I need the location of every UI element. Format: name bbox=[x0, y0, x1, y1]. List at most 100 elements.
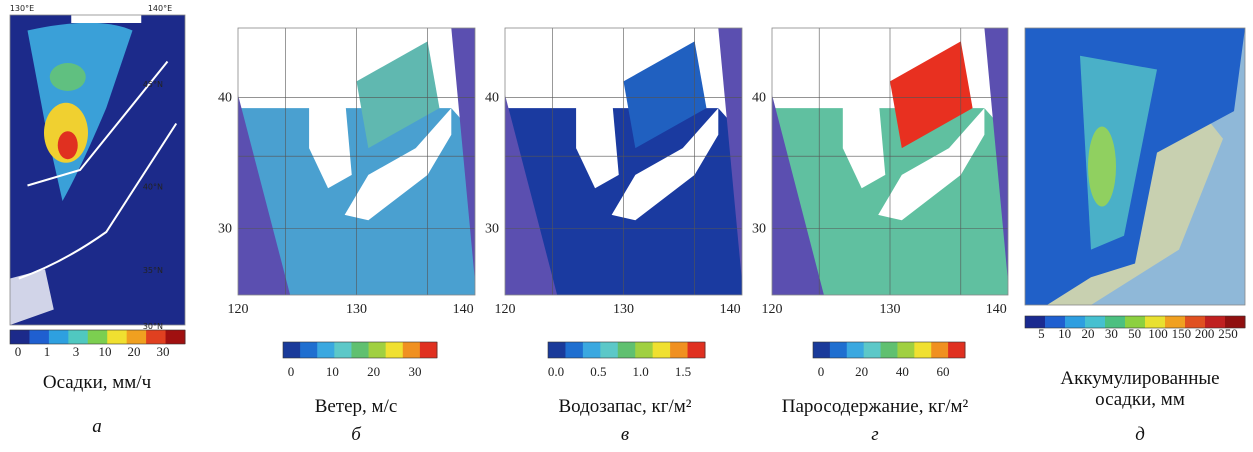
colorbar-label: 40 bbox=[896, 364, 909, 379]
lon-label: 130 bbox=[880, 302, 901, 317]
lon-label: 130°E bbox=[10, 4, 34, 13]
colorbar-swatch bbox=[351, 342, 369, 358]
lat-label: 30 bbox=[218, 221, 232, 236]
colorbar-swatch bbox=[881, 342, 898, 358]
colorbar-swatch bbox=[334, 342, 352, 358]
caption: Осадки, мм/ч bbox=[43, 372, 152, 393]
colorbar-swatch bbox=[897, 342, 914, 358]
map bbox=[772, 28, 1008, 295]
colorbar-label: 0.0 bbox=[548, 364, 564, 379]
lon-label: 140 bbox=[986, 302, 1007, 317]
colorbar-swatch bbox=[864, 342, 881, 358]
panel-letter: б bbox=[351, 424, 362, 445]
lat-label: 40 bbox=[218, 90, 232, 105]
colorbar-swatch bbox=[583, 342, 601, 358]
colorbar-swatch bbox=[420, 342, 438, 358]
colorbar-label: 30 bbox=[409, 364, 422, 379]
colorbar-label: 3 bbox=[73, 344, 80, 359]
colorbar-label: 60 bbox=[937, 364, 950, 379]
colorbar-label: 1.5 bbox=[675, 364, 691, 379]
colorbar-swatch bbox=[653, 342, 671, 358]
caption: осадки, мм bbox=[1095, 389, 1185, 410]
colorbar-swatch bbox=[548, 342, 566, 358]
colorbar-swatch bbox=[931, 342, 948, 358]
colorbar-label: 0 bbox=[15, 344, 22, 359]
rain-cell bbox=[50, 63, 86, 91]
lon-label: 130 bbox=[613, 302, 634, 317]
colorbar-swatch bbox=[68, 330, 88, 344]
lat-label: 35°N bbox=[143, 266, 163, 275]
colorbar-swatch bbox=[146, 330, 166, 344]
colorbar-swatch bbox=[948, 342, 965, 358]
colorbar-swatch bbox=[403, 342, 421, 358]
lat-label: 40°N bbox=[143, 183, 163, 192]
panel-letter: в bbox=[621, 424, 629, 445]
colorbar-swatch bbox=[618, 342, 636, 358]
colorbar-swatch bbox=[600, 342, 618, 358]
colorbar-label: 50 bbox=[1128, 326, 1141, 341]
colorbar-swatch bbox=[283, 342, 301, 358]
colorbar-label: 10 bbox=[326, 364, 339, 379]
precip-core bbox=[1088, 127, 1116, 207]
colorbar-label: 30 bbox=[157, 344, 170, 359]
colorbar-swatch bbox=[317, 342, 335, 358]
colorbar-label: 0.5 bbox=[590, 364, 606, 379]
lon-label: 140 bbox=[453, 302, 474, 317]
panel-letter: г bbox=[871, 424, 878, 445]
colorbar-label: 150 bbox=[1172, 326, 1192, 341]
colorbar-swatch bbox=[107, 330, 127, 344]
colorbar-swatch bbox=[635, 342, 653, 358]
map bbox=[10, 15, 185, 325]
mask-top bbox=[71, 15, 141, 23]
lat-label: 30°N bbox=[143, 322, 163, 331]
lon-label: 140 bbox=[720, 302, 741, 317]
rain-peak bbox=[58, 131, 78, 159]
colorbar-label: 100 bbox=[1148, 326, 1168, 341]
colorbar-label: 200 bbox=[1195, 326, 1215, 341]
colorbar-label: 20 bbox=[855, 364, 868, 379]
map bbox=[505, 28, 742, 295]
colorbar-label: 20 bbox=[1082, 326, 1095, 341]
caption: Ветер, м/с bbox=[315, 396, 398, 417]
colorbar-label: 0 bbox=[288, 364, 295, 379]
caption: Водозапас, кг/м² bbox=[558, 396, 691, 417]
panel: 120 130 140 40 30 0 10 20 30 Ветер, м/с б bbox=[218, 28, 475, 445]
colorbar-swatch bbox=[166, 330, 186, 344]
colorbar-swatch bbox=[847, 342, 864, 358]
colorbar-label: 20 bbox=[128, 344, 141, 359]
lon-label: 120 bbox=[228, 302, 249, 317]
lon-label: 120 bbox=[762, 302, 783, 317]
lat-label: 30 bbox=[485, 221, 499, 236]
colorbar-label: 5 bbox=[1038, 326, 1045, 341]
lon-label: 130 bbox=[346, 302, 367, 317]
colorbar-swatch bbox=[688, 342, 706, 358]
colorbar-swatch bbox=[300, 342, 318, 358]
lon-label: 140°E bbox=[148, 4, 172, 13]
colorbar-label: 250 bbox=[1218, 326, 1238, 341]
colorbar-swatch bbox=[914, 342, 931, 358]
colorbar-swatch bbox=[813, 342, 830, 358]
caption: Паросодержание, кг/м² bbox=[782, 396, 969, 417]
colorbar-swatch bbox=[49, 330, 69, 344]
colorbar-swatch bbox=[29, 330, 49, 344]
colorbar-label: 10 bbox=[99, 344, 112, 359]
figure: 130°E140°E45°N40°N35°N30°N013102030Осадк… bbox=[0, 0, 1253, 452]
panel-letter: а bbox=[92, 416, 102, 437]
map bbox=[238, 28, 475, 295]
panel-letter: д bbox=[1135, 424, 1145, 445]
colorbar-swatch bbox=[386, 342, 404, 358]
colorbar-label: 1.0 bbox=[633, 364, 649, 379]
colorbar-label: 1 bbox=[44, 344, 51, 359]
colorbar-swatch bbox=[670, 342, 688, 358]
colorbar-label: 20 bbox=[367, 364, 380, 379]
colorbar-swatch bbox=[127, 330, 147, 344]
map bbox=[1025, 28, 1245, 305]
colorbar-swatch bbox=[369, 342, 387, 358]
colorbar-swatch bbox=[565, 342, 583, 358]
colorbar-label: 10 bbox=[1058, 326, 1071, 341]
lat-label: 40 bbox=[752, 90, 766, 105]
lon-label: 120 bbox=[495, 302, 516, 317]
colorbar-label: 0 bbox=[818, 364, 825, 379]
